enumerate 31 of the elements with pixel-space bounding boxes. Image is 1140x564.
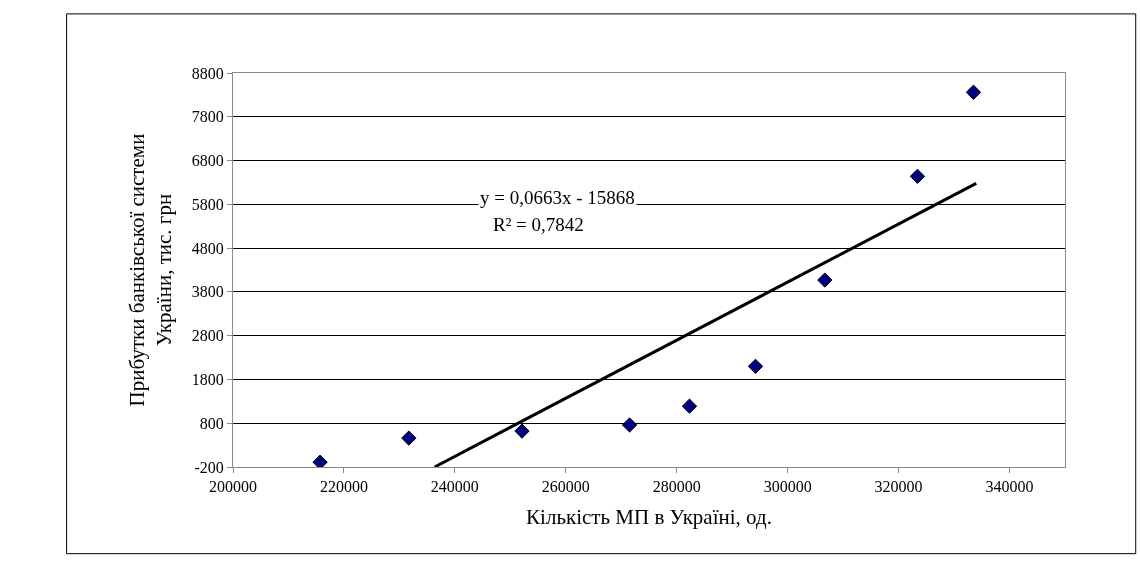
y-tick-label: 6800 [191,152,224,170]
x-tick-label: 340000 [985,478,1034,496]
x-tick-label: 220000 [319,478,368,496]
point [514,423,530,439]
y-tick-label: 7800 [191,108,224,126]
point [817,272,833,288]
y-tick-label: 4800 [191,239,224,257]
point [621,417,638,433]
annotation: y = 0,0663x - 15868 [480,187,635,208]
y-tick-label: 800 [199,414,224,432]
point [747,358,764,374]
annotation: R² = 0,7842 [493,214,584,235]
y-tick-label: 2800 [191,327,224,345]
point [965,84,982,100]
y-tick-label: 1800 [191,371,224,389]
y-axis-title: Прибутки банківської системи України, тис. грн [124,133,176,407]
x-tick-label: 240000 [430,478,479,496]
x-axis-title: Кількість МП в Україні, од. [526,505,772,530]
y-tick-label: 5800 [191,195,224,213]
point [401,430,417,446]
y-tick-label: 3800 [191,283,224,301]
x-tick-label: 280000 [652,478,701,496]
y-tick-label: -200 [194,458,224,476]
x-tick-label: 300000 [763,478,812,496]
point [909,168,926,184]
x-tick-label: 320000 [874,478,923,496]
x-tick-label: 260000 [541,478,590,496]
point [681,398,698,414]
point [312,454,328,467]
y-tick-label: 8800 [191,64,224,82]
x-tick-label: 200000 [209,478,257,496]
